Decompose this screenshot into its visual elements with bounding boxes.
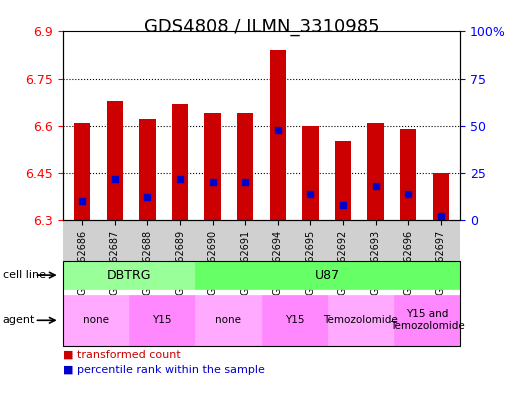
Text: Y15: Y15 [285,315,304,325]
Text: none: none [215,315,242,325]
Bar [400,129,416,220]
Text: none: none [83,315,109,325]
Text: U87: U87 [315,268,340,282]
Bar [367,123,384,220]
Text: DBTRG: DBTRG [107,268,151,282]
Point [437,213,445,219]
Point [176,175,184,182]
Point [404,191,412,197]
Text: GDS4808 / ILMN_3310985: GDS4808 / ILMN_3310985 [144,18,379,36]
Point [306,191,314,197]
Text: cell line: cell line [3,270,46,280]
Bar [172,104,188,220]
Text: Y15 and
Temozolomide: Y15 and Temozolomide [390,310,464,331]
Text: Y15: Y15 [152,315,172,325]
Text: ■ transformed count: ■ transformed count [63,350,180,360]
Text: agent: agent [3,315,35,325]
Bar [433,173,449,220]
Point [274,127,282,133]
Text: ■ percentile rank within the sample: ■ percentile rank within the sample [63,365,265,375]
Point [371,183,380,189]
Point [143,194,152,200]
Bar [270,50,286,220]
Point [339,202,347,208]
Bar [139,119,156,220]
Text: Temozolomide: Temozolomide [324,315,398,325]
Point [78,198,86,204]
Bar [204,113,221,220]
Bar [335,141,351,220]
Point [241,179,249,185]
Bar [237,113,253,220]
Bar [74,123,90,220]
Point [111,175,119,182]
Bar [107,101,123,220]
Point [209,179,217,185]
Bar [302,126,319,220]
